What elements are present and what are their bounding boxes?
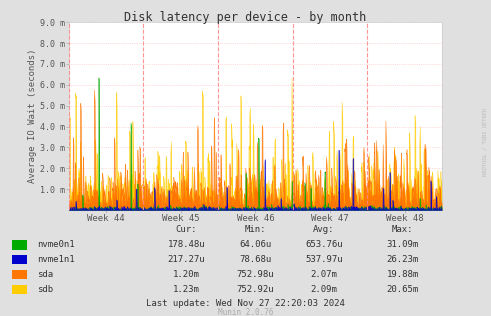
Text: nvme1n1: nvme1n1 <box>37 255 75 264</box>
Text: Munin 2.0.76: Munin 2.0.76 <box>218 308 273 316</box>
Text: Max:: Max: <box>392 225 413 234</box>
Text: Cur:: Cur: <box>176 225 197 234</box>
Text: 1.23m: 1.23m <box>173 285 200 294</box>
Text: sdb: sdb <box>37 285 53 294</box>
Text: 26.23m: 26.23m <box>386 255 419 264</box>
Text: 537.97u: 537.97u <box>305 255 343 264</box>
Text: 752.92u: 752.92u <box>237 285 274 294</box>
Text: 20.65m: 20.65m <box>386 285 419 294</box>
Text: 2.07m: 2.07m <box>311 270 337 279</box>
Text: 78.68u: 78.68u <box>239 255 272 264</box>
Text: 64.06u: 64.06u <box>239 240 272 249</box>
Text: nvme0n1: nvme0n1 <box>37 240 75 249</box>
Text: 752.98u: 752.98u <box>237 270 274 279</box>
Text: sda: sda <box>37 270 53 279</box>
Text: Avg:: Avg: <box>313 225 335 234</box>
Text: 19.88m: 19.88m <box>386 270 419 279</box>
Text: 31.09m: 31.09m <box>386 240 419 249</box>
Text: Last update: Wed Nov 27 22:20:03 2024: Last update: Wed Nov 27 22:20:03 2024 <box>146 299 345 308</box>
Y-axis label: Average IO Wait (seconds): Average IO Wait (seconds) <box>28 49 37 183</box>
Text: RROTOOL / TOBI OETKER: RROTOOL / TOBI OETKER <box>483 108 488 176</box>
Text: 178.48u: 178.48u <box>168 240 205 249</box>
Text: 653.76u: 653.76u <box>305 240 343 249</box>
Text: 2.09m: 2.09m <box>311 285 337 294</box>
Text: 1.20m: 1.20m <box>173 270 200 279</box>
Text: 217.27u: 217.27u <box>168 255 205 264</box>
Text: Disk latency per device - by month: Disk latency per device - by month <box>124 11 367 24</box>
Text: Min:: Min: <box>245 225 266 234</box>
